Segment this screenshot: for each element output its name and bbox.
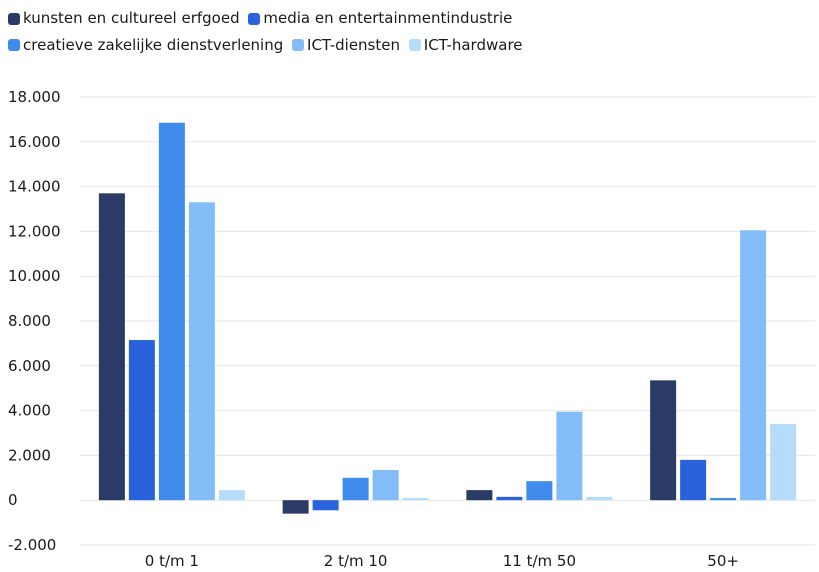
bar[interactable] [218, 490, 245, 501]
y-tick-label: 8.000 [8, 312, 51, 330]
x-tick-label: 11 t/m 50 [503, 552, 576, 570]
y-tick-label: 10.000 [8, 267, 61, 285]
bar[interactable] [740, 230, 767, 501]
x-tick-label: 2 t/m 10 [324, 552, 388, 570]
bar[interactable] [128, 340, 155, 501]
bar[interactable] [680, 459, 707, 501]
y-tick-label: 4.000 [8, 402, 51, 420]
bar[interactable] [282, 500, 309, 514]
x-tick-label: 50+ [707, 552, 739, 570]
legend-item-ict-diensten[interactable]: ICT-diensten [292, 33, 400, 58]
y-tick-label: 18.000 [8, 88, 61, 106]
legend-label-ict-hardware: ICT-hardware [423, 35, 523, 54]
legend-item-creatieve[interactable]: creatieve zakelijke dienstverlening [8, 33, 283, 58]
legend-item-ict-hardware[interactable]: ICT-hardware [408, 33, 523, 58]
y-tick-label: -2.000 [8, 536, 56, 554]
y-tick-label: 0 [8, 491, 18, 509]
legend-swatch-ict-hardware [408, 39, 421, 51]
bar[interactable] [402, 497, 429, 501]
y-tick-label: 2.000 [8, 446, 51, 464]
bar[interactable] [710, 497, 737, 501]
bar[interactable] [496, 496, 523, 501]
y-axis-ticks: -2.000 0 2.000 4.000 6.000 8.000 10.000 12.000 1… [8, 88, 61, 554]
bar[interactable] [372, 469, 399, 501]
bar[interactable] [586, 496, 613, 501]
y-tick-label: 6.000 [8, 357, 51, 375]
bar[interactable] [466, 490, 493, 501]
bars [98, 122, 797, 514]
bar[interactable] [650, 380, 677, 501]
legend: kunsten en cultureel erfgoed media en en… [8, 6, 808, 59]
legend-swatch-media [248, 12, 261, 25]
legend-swatch-kunsten [8, 12, 20, 25]
bar[interactable] [98, 193, 125, 501]
bar[interactable] [770, 424, 797, 501]
bar[interactable] [158, 122, 185, 501]
bar[interactable] [188, 202, 215, 501]
x-axis-ticks: 0 t/m 1 2 t/m 10 11 t/m 50 50+ [145, 552, 739, 570]
legend-item-kunsten[interactable]: kunsten en cultureel erfgoed [8, 6, 240, 31]
x-tick-label: 0 t/m 1 [145, 552, 199, 570]
legend-label-media: media en entertainmentindustrie [263, 9, 513, 27]
y-tick-label: 16.000 [8, 133, 61, 151]
legend-label-creatieve: creatieve zakelijke dienstverlening [23, 35, 284, 54]
y-tick-label: 12.000 [8, 222, 61, 240]
legend-item-media[interactable]: media en entertainmentindustrie [248, 6, 512, 31]
legend-label-ict-diensten: ICT-diensten [307, 35, 400, 54]
bar[interactable] [342, 477, 369, 501]
bar[interactable] [312, 500, 339, 511]
legend-swatch-creatieve [8, 39, 20, 51]
bar[interactable] [556, 411, 583, 501]
legend-label-kunsten: kunsten en cultureel erfgoed [23, 9, 240, 27]
legend-swatch-ict-diensten [292, 39, 305, 51]
bar[interactable] [526, 481, 553, 501]
y-tick-label: 14.000 [8, 178, 61, 196]
